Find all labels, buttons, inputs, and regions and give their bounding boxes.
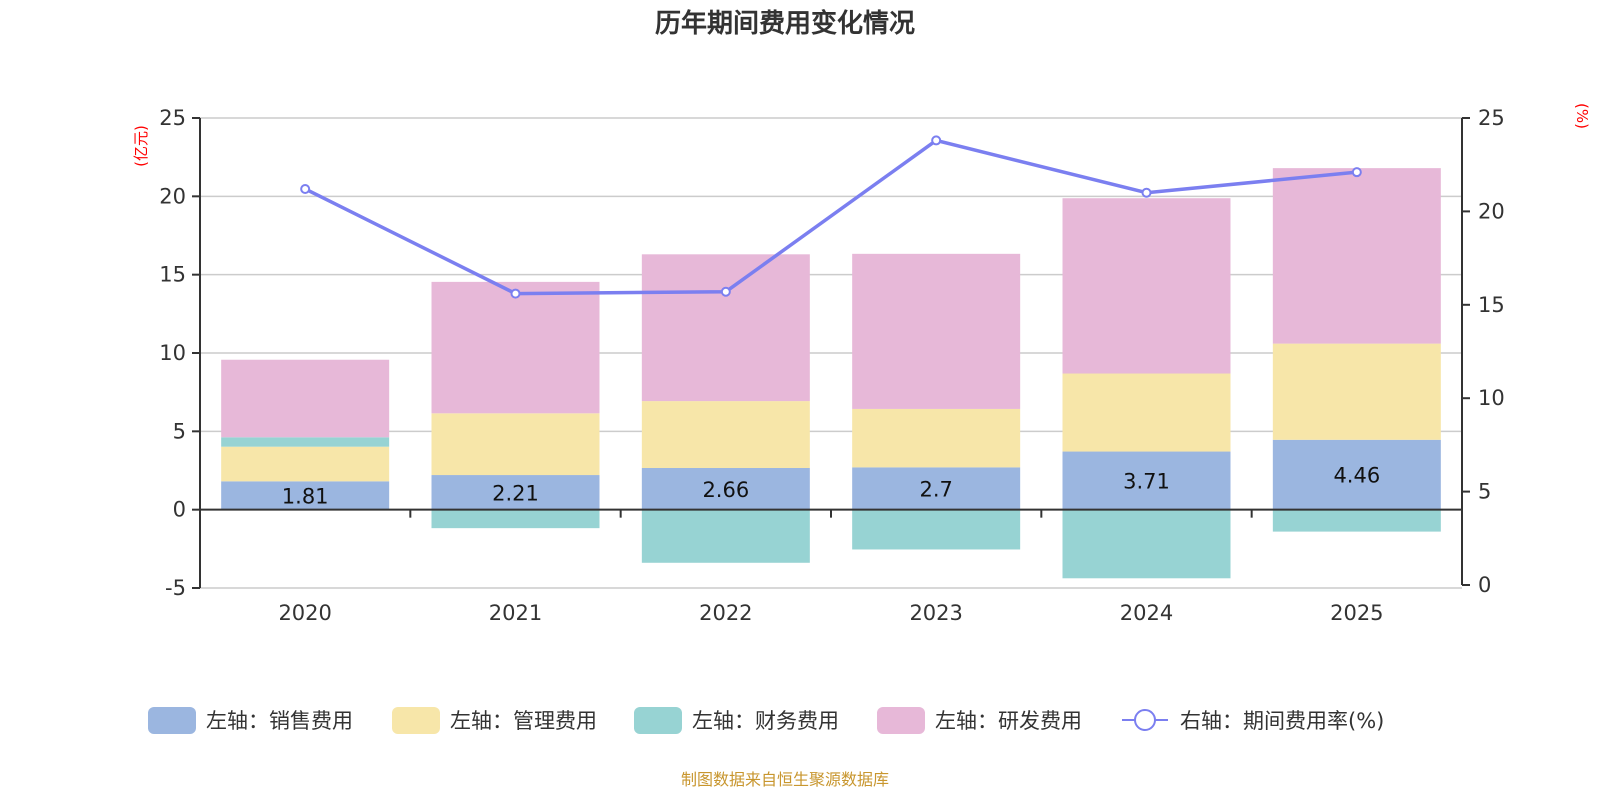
- bar-finance-2020: [221, 437, 390, 447]
- bar-value-label: 4.46: [1333, 464, 1380, 488]
- bar-value-label: 1.81: [282, 484, 329, 508]
- data-source-note: 制图数据来自恒生聚源数据库: [681, 770, 889, 789]
- legend-item: 左轴：研发费用: [877, 707, 1082, 734]
- bar-admin-2023: [852, 408, 1021, 468]
- right-axis-tick-label: 20: [1478, 199, 1505, 223]
- left-axis-unit-label: (亿元): [132, 125, 150, 167]
- bar-rnd-2021: [431, 281, 600, 414]
- bar-rnd-2023: [852, 253, 1021, 409]
- bar-rnd-2020: [221, 359, 390, 438]
- legend-swatch: [877, 707, 925, 734]
- bar-value-label: 2.66: [702, 478, 749, 502]
- bar-series: [221, 168, 1441, 579]
- legend-item: 右轴：期间费用率(%): [1122, 709, 1384, 733]
- bar-rnd-2024: [1062, 198, 1231, 374]
- legend-label: 左轴：财务费用: [692, 709, 839, 733]
- expense-rate-line: [304, 138, 1358, 296]
- bar-finance-2024: [1062, 509, 1231, 579]
- bar-sales-2021: [431, 475, 600, 510]
- bar-sales-2022: [641, 467, 810, 510]
- x-axis-category-label: 2021: [489, 601, 542, 625]
- bar-rnd-2022: [641, 254, 810, 402]
- bar-labels: 1.81 2.21 2.66 2.7 3.71 4.46: [282, 464, 1380, 509]
- bar-finance-2025: [1272, 509, 1441, 532]
- right-axis-tick-label: 0: [1478, 573, 1491, 597]
- bar-sales-2023: [852, 467, 1021, 510]
- right-axis-tick-label: 15: [1478, 293, 1505, 317]
- left-axis-tick-label: 25: [159, 106, 186, 130]
- bar-admin-2021: [431, 413, 600, 476]
- expense-rate-point: [720, 286, 731, 297]
- legend: 左轴：销售费用 左轴：管理费用 左轴：财务费用 左轴：研发费用 右轴：期间费用率(%): [148, 707, 1384, 734]
- legend-swatch: [392, 707, 440, 734]
- x-axis-category-label: 2023: [909, 601, 962, 625]
- right-axis-tick-label: 10: [1478, 386, 1505, 410]
- bar-admin-2025: [1272, 343, 1441, 440]
- right-axis-tick-label: 5: [1478, 480, 1491, 504]
- right-axis-tick-label: 25: [1478, 106, 1505, 130]
- expense-rate-point: [931, 135, 942, 146]
- bar-finance-2021: [431, 509, 600, 529]
- chart-title: 历年期间费用变化情况: [655, 8, 915, 39]
- bar-sales-2020: [221, 481, 390, 510]
- bar-value-label: 2.7: [919, 478, 952, 502]
- expense-rate-point: [1141, 187, 1152, 198]
- x-axis-category-label: 2022: [699, 601, 752, 625]
- legend-item: 左轴：财务费用: [634, 707, 839, 734]
- right-axis-unit-label: (%): [1573, 103, 1591, 129]
- bar-value-label: 3.71: [1123, 470, 1170, 494]
- x-axis-category-label: 2020: [278, 601, 331, 625]
- legend-label: 左轴：销售费用: [206, 709, 353, 733]
- left-axis-tick-label: 15: [159, 263, 186, 287]
- legend-circle-icon: [1134, 709, 1156, 731]
- x-axis-category-label: 2024: [1120, 601, 1173, 625]
- bar-sales-2025: [1272, 439, 1441, 510]
- x-axis-category-label: 2025: [1330, 601, 1383, 625]
- bar-finance-2022: [641, 509, 810, 563]
- legend-label: 右轴：期间费用率(%): [1180, 709, 1384, 733]
- legend-label: 左轴：管理费用: [450, 709, 597, 733]
- legend-swatch: [148, 707, 196, 734]
- bar-admin-2022: [641, 401, 810, 468]
- left-axis-tick-label: 5: [173, 419, 186, 443]
- gridlines: [200, 117, 1462, 589]
- expense-rate-point: [300, 183, 311, 194]
- expense-rate-point: [510, 288, 521, 299]
- left-axis-tick-label: 0: [173, 498, 186, 522]
- bar-value-label: 2.21: [492, 481, 539, 505]
- legend-item: 左轴：销售费用: [148, 707, 353, 734]
- line-series: [300, 135, 1362, 299]
- left-axis-tick-label: 10: [159, 341, 186, 365]
- legend-item: 左轴：管理费用: [392, 707, 597, 734]
- expense-rate-point: [1351, 167, 1362, 178]
- left-axis-tick-label: -5: [165, 576, 186, 600]
- legend-swatch: [634, 707, 682, 734]
- legend-label: 左轴：研发费用: [935, 709, 1082, 733]
- bar-sales-2024: [1062, 451, 1231, 510]
- bar-admin-2024: [1062, 373, 1231, 452]
- bar-rnd-2025: [1272, 168, 1441, 344]
- bar-admin-2020: [221, 446, 390, 482]
- left-axis-tick-label: 20: [159, 184, 186, 208]
- bar-finance-2023: [852, 509, 1021, 550]
